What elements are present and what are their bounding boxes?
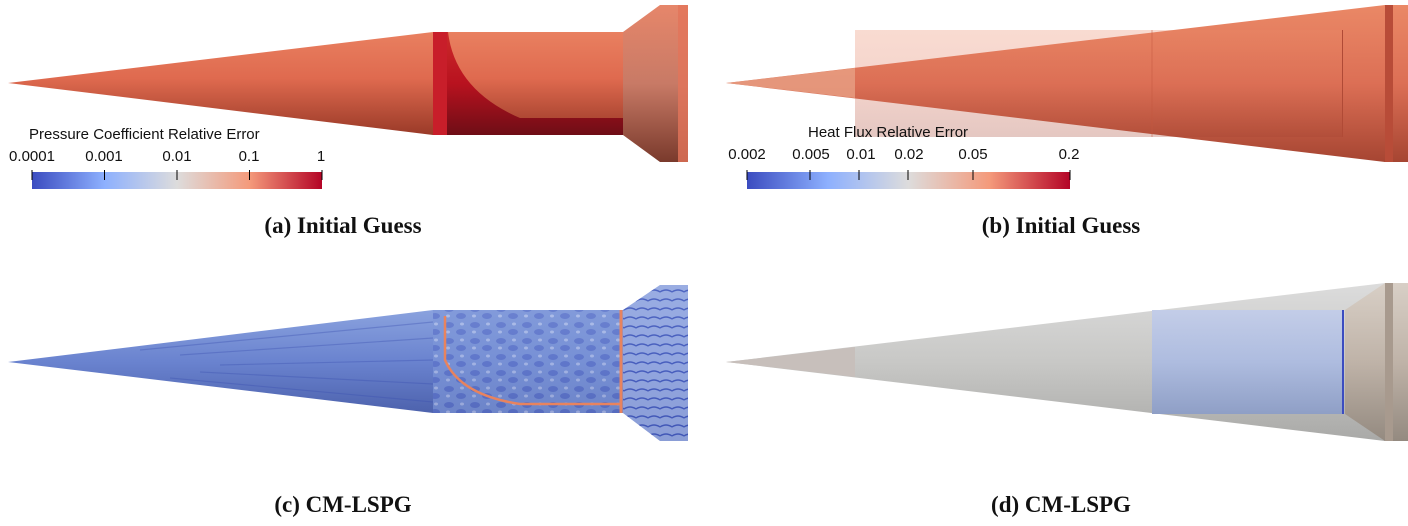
colorbar-title-heat-flux: Heat Flux Relative Error [808,124,969,141]
caption-panel-b: (b) Initial Guess [981,213,1141,238]
colorbar-tick-label: 0.002 [728,146,766,163]
render-panel-d [726,283,1408,441]
colorbar-tick-label: 0.0001 [9,148,55,165]
colorbar-tick-label: 1 [316,148,326,165]
colorbar-title-pressure: Pressure Coefficient Relative Error [29,126,260,143]
colorbar-tick-label: 0.05 [958,146,988,163]
caption-panel-d: (d) CM-LSPG [991,492,1131,517]
caption-panel-a: (a) Initial Guess [264,213,422,238]
colorbar-tick-label: 0.001 [85,148,123,165]
colorbar-tick-label: 0.2 [1058,146,1080,163]
render-panel-b [726,5,1408,162]
colorbar-tick-label: 0.1 [238,148,260,165]
render-panel-c [8,285,688,441]
caption-panel-c: (c) CM-LSPG [274,492,412,517]
render-panel-a [8,5,688,162]
colorbar-heat-flux [746,170,1071,189]
colorbar-tick-label: 0.005 [792,146,830,163]
colorbar-tick-label: 0.02 [894,146,924,163]
colorbar-tick-label: 0.01 [846,146,876,163]
colorbar-pressure [31,170,323,189]
colorbar-tick-label: 0.01 [162,148,192,165]
